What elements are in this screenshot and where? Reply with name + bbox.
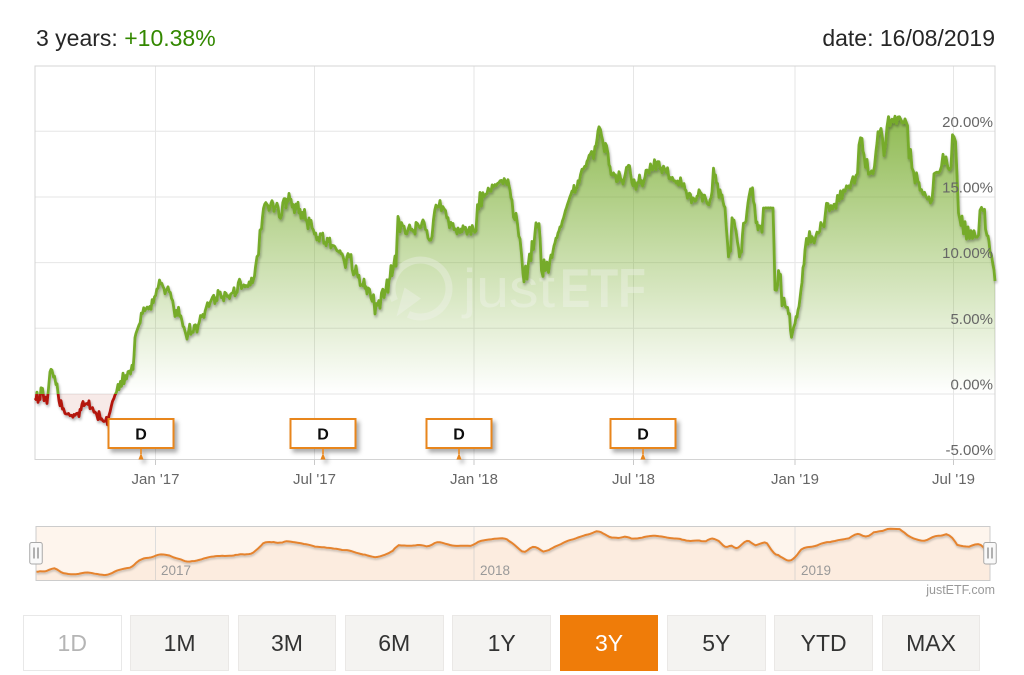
svg-text:15.00%: 15.00% bbox=[942, 180, 993, 197]
svg-text:2018: 2018 bbox=[480, 563, 510, 578]
svg-text:Jul '18: Jul '18 bbox=[612, 471, 655, 488]
svg-text:Jan '17: Jan '17 bbox=[132, 471, 180, 488]
svg-text:20.00%: 20.00% bbox=[942, 114, 993, 131]
svg-text:10.00%: 10.00% bbox=[942, 245, 993, 262]
svg-text:Jan '18: Jan '18 bbox=[450, 471, 498, 488]
svg-text:justETF.com: justETF.com bbox=[925, 583, 995, 597]
svg-text:just: just bbox=[461, 257, 555, 319]
svg-text:D: D bbox=[135, 427, 147, 444]
svg-text:Jul '17: Jul '17 bbox=[293, 471, 336, 488]
svg-text:Jan '19: Jan '19 bbox=[771, 471, 819, 488]
svg-text:Jul '19: Jul '19 bbox=[932, 471, 975, 488]
svg-text:2019: 2019 bbox=[801, 563, 831, 578]
svg-text:D: D bbox=[637, 427, 649, 444]
svg-text:-5.00%: -5.00% bbox=[945, 442, 993, 459]
svg-text:2017: 2017 bbox=[161, 563, 191, 578]
svg-text:D: D bbox=[453, 427, 465, 444]
svg-text:0.00%: 0.00% bbox=[950, 377, 993, 394]
svg-text:ETF: ETF bbox=[560, 257, 646, 319]
svg-text:D: D bbox=[317, 427, 329, 444]
svg-text:5.00%: 5.00% bbox=[950, 311, 993, 328]
